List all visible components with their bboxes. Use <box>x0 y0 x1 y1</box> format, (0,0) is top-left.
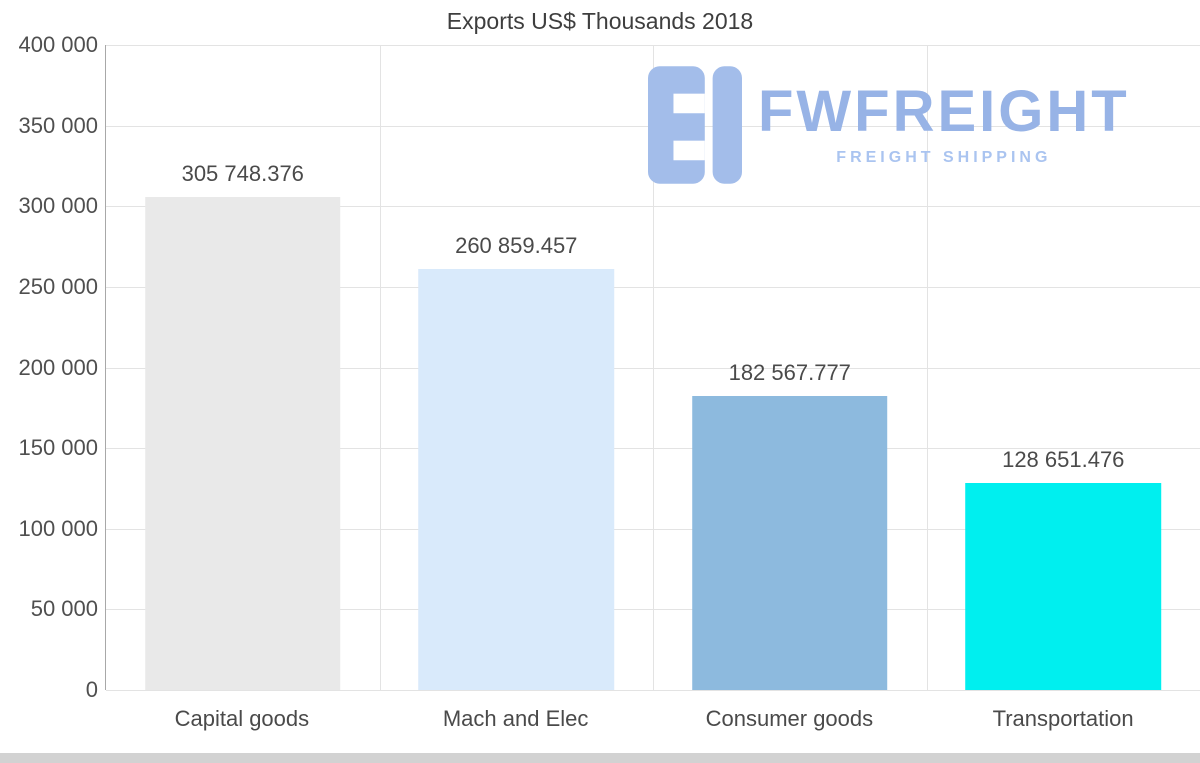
y-tick-label: 100 000 <box>18 515 98 541</box>
bar-band: 182 567.777 <box>653 45 927 690</box>
y-tick-label: 150 000 <box>18 435 98 461</box>
bar-value-label: 182 567.777 <box>728 359 851 385</box>
watermark: FWFREIGHT FREIGHT SHIPPING <box>648 66 1130 184</box>
y-tick-label: 250 000 <box>18 273 98 299</box>
plot-area: 305 748.376 260 859.457 182 567.777 128 651… <box>105 45 1200 691</box>
y-tick-label: 350 000 <box>18 112 98 138</box>
bar <box>144 196 341 690</box>
y-tick-label: 200 000 <box>18 354 98 380</box>
watermark-tagline: FREIGHT SHIPPING <box>836 149 1052 166</box>
bar <box>691 395 888 690</box>
x-category-label: Capital goods <box>174 706 310 731</box>
x-category-label: Transportation <box>992 706 1134 731</box>
bar-value-label: 260 859.457 <box>455 233 578 259</box>
bottom-strip <box>0 753 1200 763</box>
y-tick-label: 0 <box>85 677 98 702</box>
watermark-brand: FWFREIGHT <box>758 79 1130 144</box>
watermark-text: FWFREIGHT FREIGHT SHIPPING <box>758 83 1130 167</box>
y-tick-label: 400 000 <box>18 32 98 57</box>
bar-value-label: 305 748.376 <box>181 160 304 186</box>
h-gridline <box>106 690 1200 691</box>
x-category-label: Consumer goods <box>705 706 874 731</box>
x-category-label: Mach and Elec <box>442 706 589 731</box>
v-gridline <box>379 45 381 690</box>
y-axis: 400 000 350 000 300 000 250 000 200 000 150 0… <box>0 32 98 702</box>
bar-band: 305 748.376 <box>106 45 380 690</box>
y-tick-label: 50 000 <box>30 596 98 622</box>
chart-title: Exports US$ Thousands 2018 <box>446 8 754 34</box>
bar-band: 260 859.457 <box>380 45 654 690</box>
y-tick-label: 300 000 <box>18 193 98 219</box>
bar <box>418 269 615 690</box>
bar <box>965 482 1162 690</box>
freight-logo-icon <box>648 66 742 184</box>
v-gridline <box>926 45 928 690</box>
bar-value-label: 128 651.476 <box>1002 446 1125 472</box>
v-gridline <box>653 45 654 690</box>
x-axis: Capital goods Mach and Elec Consumer goods… <box>105 692 1200 744</box>
bar-band: 128 651.476 <box>927 45 1200 690</box>
